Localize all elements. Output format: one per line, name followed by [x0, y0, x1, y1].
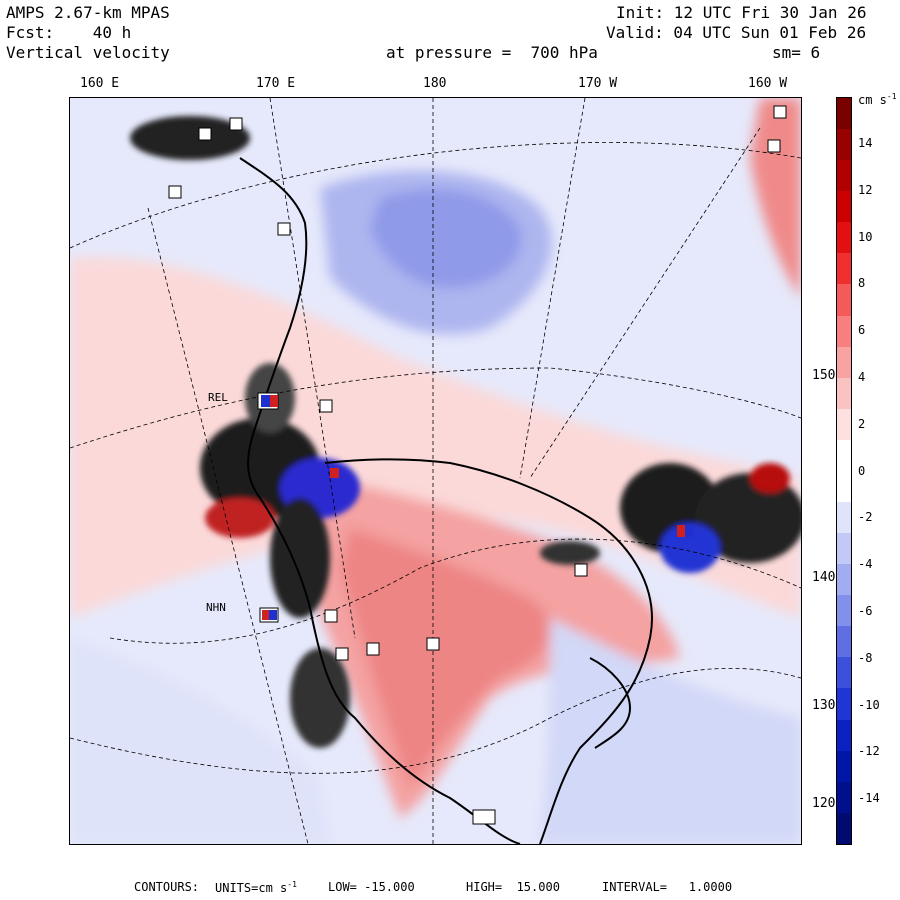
- footer-low: LOW= -15.000: [328, 880, 415, 894]
- colorbar-swatch: [837, 191, 851, 223]
- lon-label-170w: 170 W: [578, 76, 618, 91]
- colorbar-swatch: [837, 284, 851, 316]
- smoothing: sm= 6: [772, 43, 821, 62]
- colorbar-tick-label: 14: [858, 136, 873, 150]
- coastline: [239, 157, 653, 844]
- colorbar-swatch: [837, 315, 851, 347]
- lon-label-170e: 170 E: [256, 76, 296, 91]
- colorbar-tick-label: -4: [858, 557, 873, 572]
- vertical-velocity-map: REL NHN: [70, 98, 801, 844]
- colorbar-tick-label: -14: [858, 791, 880, 806]
- graticule: [70, 98, 801, 844]
- colorbar-tick-label: -12: [858, 744, 880, 759]
- colorbar-tick-label: 0: [858, 463, 866, 478]
- footer-interval: INTERVAL= 1.0000: [602, 880, 733, 894]
- colorbar-swatch: [837, 222, 851, 254]
- colorbar-swatch: [837, 253, 851, 285]
- mountain-wave-signals: [130, 116, 801, 748]
- colorbar-swatch: [837, 408, 851, 440]
- colorbar-tick-label: -2: [858, 510, 873, 525]
- colorbar-swatch: [837, 98, 851, 130]
- map-panel: REL NHN: [69, 97, 802, 845]
- extrema-cells: [261, 395, 693, 620]
- colorbar-swatch: [837, 626, 851, 658]
- colorbar-swatch: [837, 346, 851, 378]
- valid-time: Valid: 04 UTC Sun 01 Feb 26: [606, 23, 867, 42]
- colorbar-swatch: [837, 160, 851, 192]
- init-time: Init: 12 UTC Fri 30 Jan 26: [616, 3, 867, 22]
- colorbar-swatch: [837, 688, 851, 720]
- footer-units: UNITS=cm s-1: [215, 880, 297, 895]
- colorbar-swatch: [837, 470, 851, 503]
- colorbar-swatch: [837, 502, 851, 534]
- colorbar-swatch: [837, 377, 851, 409]
- colorbar-tick-label: 10: [858, 229, 873, 244]
- colorbar-tick-label: 6: [858, 323, 866, 338]
- colorbar-tick-label: 2: [858, 416, 866, 431]
- colorbar: [836, 97, 852, 845]
- colorbar-tick-label: -8: [858, 650, 873, 665]
- lon-label-160w: 160 W: [748, 76, 788, 91]
- colorbar-units: cm s-1: [858, 92, 897, 107]
- lon-label-160e: 160 E: [80, 76, 120, 91]
- forecast-hour: Fcst: 40 h: [6, 23, 132, 42]
- field-name: Vertical velocity: [6, 43, 170, 62]
- colorbar-swatch: [837, 533, 851, 565]
- colorbar-swatch: [837, 812, 851, 844]
- colorbar-swatch: [837, 564, 851, 596]
- colorbar-tick-label: 12: [858, 182, 873, 197]
- pressure-level: at pressure = 700 hPa: [386, 43, 598, 62]
- colorbar-swatch: [837, 781, 851, 813]
- place-label-rel: REL: [208, 391, 228, 404]
- colorbar-swatch: [837, 129, 851, 161]
- lon-label-180: 180: [423, 76, 447, 91]
- colorbar-swatch: [837, 595, 851, 627]
- colorbar-tick-label: -10: [858, 697, 880, 712]
- footer-contours: CONTOURS:: [134, 880, 200, 894]
- colorbar-tick-label: 4: [858, 370, 866, 384]
- colorbar-tick-label: -6: [858, 604, 873, 618]
- colorbar-swatch: [837, 750, 851, 782]
- colorbar-swatch: [837, 439, 851, 471]
- colorbar-swatch: [837, 657, 851, 689]
- model-title: AMPS 2.67-km MPAS: [6, 3, 170, 22]
- footer-high: HIGH= 15.000: [466, 880, 560, 894]
- colorbar-tick-label: 8: [858, 276, 866, 291]
- place-label-nhn: NHN: [206, 601, 226, 614]
- colorbar-swatch: [837, 719, 851, 751]
